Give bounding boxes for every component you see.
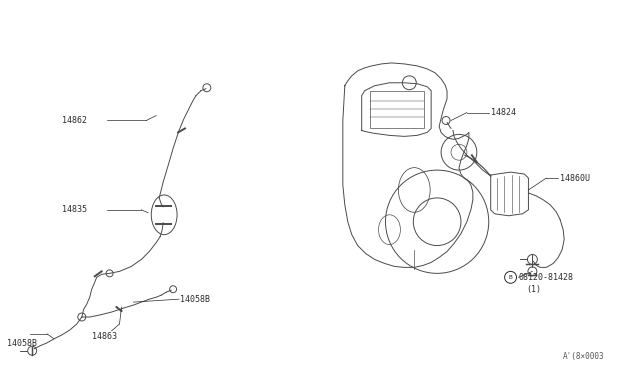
Text: 08120-81428: 08120-81428: [518, 273, 573, 282]
Text: 14862: 14862: [62, 116, 87, 125]
Text: 14058B: 14058B: [7, 339, 37, 348]
Text: (1): (1): [527, 285, 541, 294]
Text: 14058B: 14058B: [180, 295, 210, 304]
Text: 14860U: 14860U: [560, 174, 590, 183]
Text: 14863: 14863: [92, 332, 116, 341]
Text: B: B: [509, 275, 513, 280]
Text: 14835: 14835: [62, 205, 87, 214]
Bar: [370, 91, 424, 128]
Text: A'(8×0003: A'(8×0003: [563, 352, 605, 361]
Text: 14824: 14824: [491, 108, 516, 117]
